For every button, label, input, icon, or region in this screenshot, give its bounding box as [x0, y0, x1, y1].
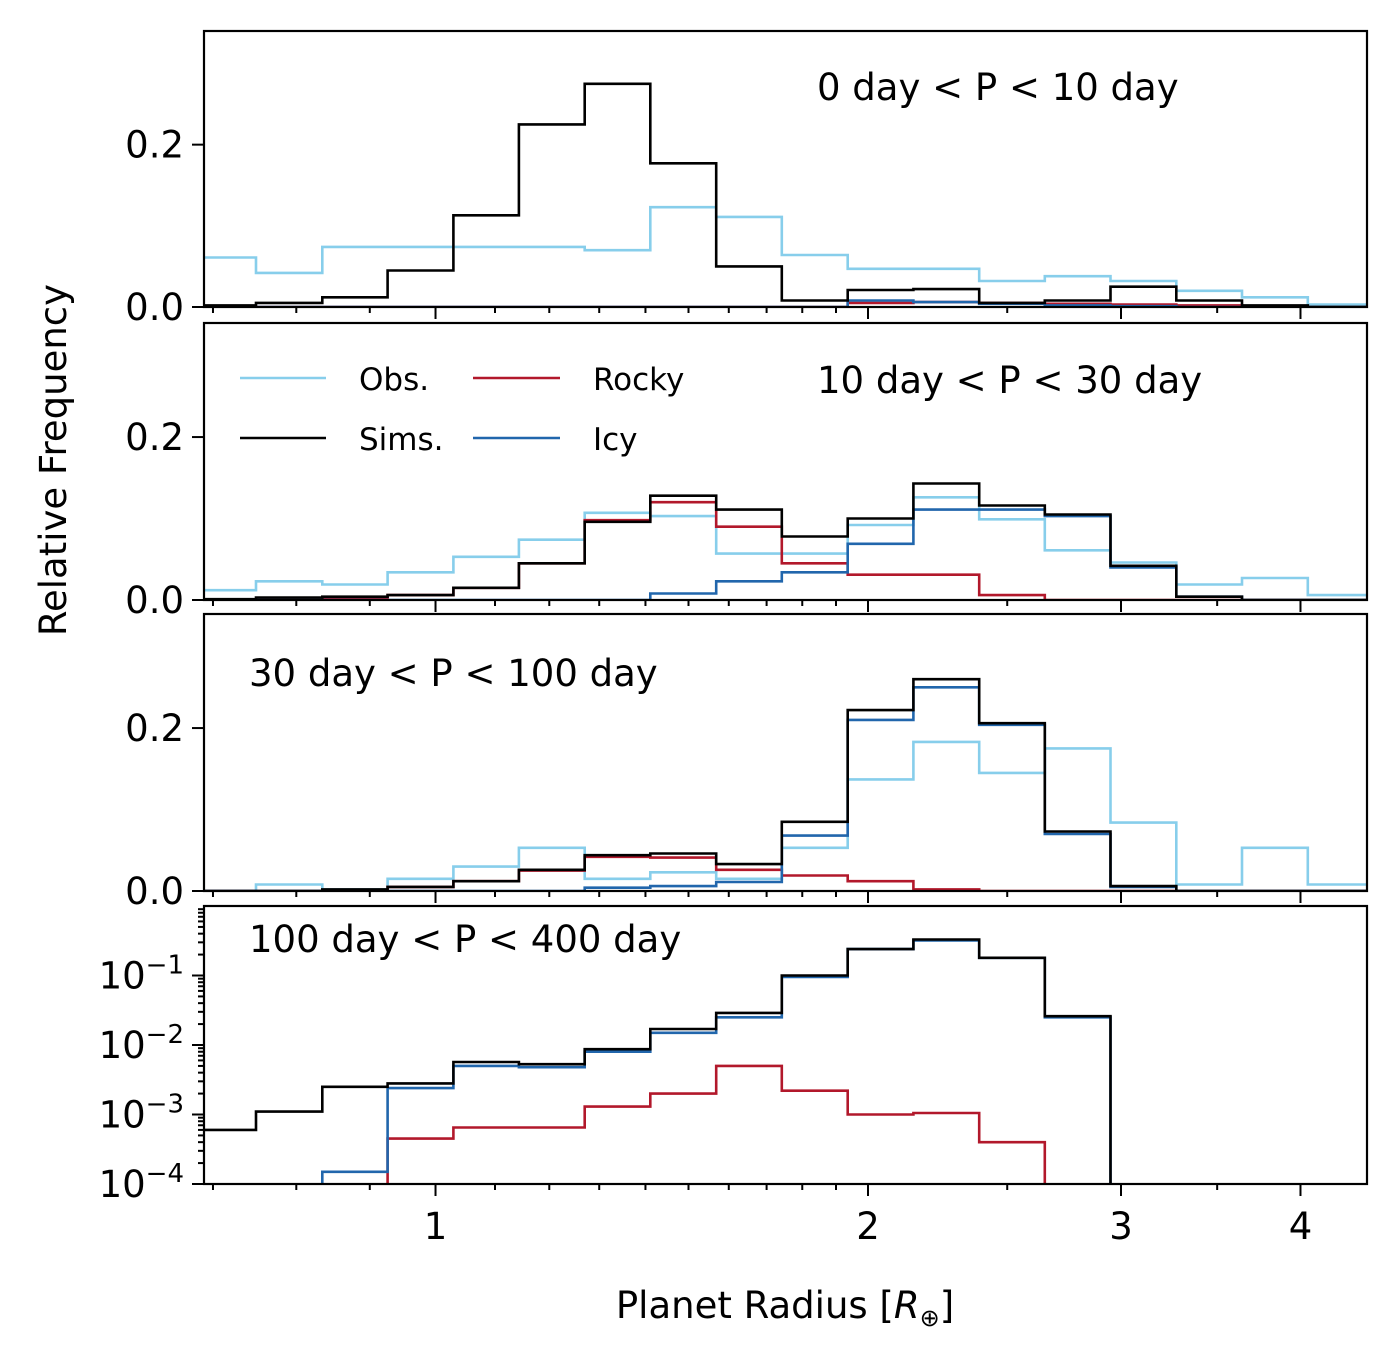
y-tick-label: 10−1	[99, 951, 184, 998]
x-axis-label-symbol: R	[894, 1284, 920, 1327]
x-axis-label: Planet Radius [R⊕]	[616, 1284, 954, 1332]
x-axis-label-text: Planet Radius [	[616, 1284, 894, 1327]
x-tick-label: 3	[1109, 1205, 1133, 1248]
panels: 0.0 0.2 0 day < P < 10 day 0.0 0.2 10 day < P…	[99, 29, 1369, 1248]
y-tick-label: 10−2	[99, 1020, 184, 1067]
series-sims-step-line	[204, 82, 1367, 307]
panel-2: 0.0 0.2 10 day < P < 30 day	[125, 321, 1369, 622]
legend-label-rocky: Rocky	[593, 362, 684, 398]
panel-series	[204, 938, 1112, 1184]
y-tick-base: 10	[99, 1163, 146, 1206]
panel-title: 30 day < P < 100 day	[249, 652, 658, 695]
x-tick-label: 2	[856, 1205, 880, 1248]
panel-3: 0.0 0.2 30 day < P < 100 day	[125, 612, 1369, 913]
panel-series	[204, 82, 1367, 307]
series-rocky-step-line	[386, 1064, 1047, 1184]
y-tick-exponent: −1	[146, 951, 184, 981]
panel-series	[204, 482, 1367, 600]
panel-frame	[202, 29, 1369, 309]
legend-label-sims: Sims.	[359, 422, 444, 458]
y-tick-exponent: −3	[146, 1090, 184, 1120]
panel-title: 10 day < P < 30 day	[817, 359, 1202, 402]
x-axis-label-close: ]	[940, 1284, 954, 1327]
y-tick-label: 0.2	[125, 707, 184, 750]
y-tick-label: 10−3	[99, 1090, 184, 1137]
y-tick-exponent: −2	[146, 1020, 184, 1050]
x-tick-label: 4	[1289, 1205, 1313, 1248]
y-tick-label: 10−4	[99, 1159, 184, 1206]
series-sims-step-line	[204, 938, 1112, 1184]
panel-series	[204, 677, 1367, 891]
legend: Obs. Sims. Rocky Icy	[240, 362, 684, 458]
y-tick-label: 0.0	[125, 286, 184, 329]
y-tick-label: 0.0	[125, 579, 184, 622]
panel-title: 100 day < P < 400 day	[249, 918, 681, 961]
y-tick-base: 10	[99, 1094, 146, 1137]
panel-frame	[202, 321, 1369, 602]
y-tick-base: 10	[99, 1024, 146, 1067]
series-sims-step-line	[204, 677, 1367, 891]
x-axis-label-subscript: ⊕	[920, 1304, 940, 1332]
series-sims-step-line	[204, 482, 1367, 600]
panel-1: 0.0 0.2 0 day < P < 10 day	[125, 29, 1369, 329]
x-tick-label: 1	[424, 1205, 448, 1248]
panel-frame	[202, 612, 1369, 893]
y-axis-label: Relative Frequency	[32, 284, 75, 636]
y-tick-exponent: −4	[146, 1159, 184, 1189]
legend-label-icy: Icy	[593, 422, 638, 458]
y-tick-label: 0.2	[125, 124, 184, 167]
y-tick-label: 0.0	[125, 870, 184, 913]
y-tick-base: 10	[99, 955, 146, 998]
y-tick-label: 0.2	[125, 416, 184, 459]
legend-label-obs: Obs.	[359, 362, 429, 398]
panel-title: 0 day < P < 10 day	[817, 66, 1179, 109]
